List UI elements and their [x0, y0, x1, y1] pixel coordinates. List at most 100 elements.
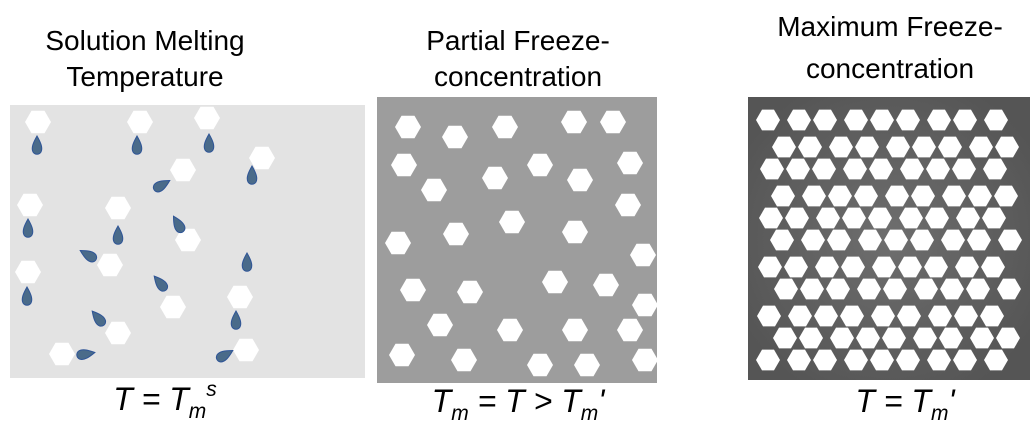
ice-crystal: [927, 349, 951, 371]
formula: Tm = T > Tm': [432, 383, 607, 425]
ice-crystal: [787, 349, 811, 371]
ice-crystal: [421, 178, 447, 202]
ice-crystal: [910, 229, 934, 251]
ice-crystal: [105, 196, 131, 220]
ice-crystal: [844, 109, 868, 131]
solute-droplet: [241, 251, 253, 272]
ice-crystal: [953, 109, 977, 131]
ice-crystal: [160, 295, 186, 319]
ice-crystal: [562, 318, 588, 342]
ice-crystal: [982, 207, 1006, 229]
ice-crystal: [843, 158, 867, 180]
ice-crystal: [913, 327, 937, 349]
ice-crystal: [886, 136, 910, 158]
ice-crystal: [757, 305, 781, 327]
ice-crystal: [900, 158, 924, 180]
ice-crystal: [995, 136, 1019, 158]
ice-crystal: [927, 109, 951, 131]
ice-crystal: [970, 327, 994, 349]
ice-crystal: [953, 349, 977, 371]
ice-crystal: [938, 136, 962, 158]
ice-crystal: [884, 229, 908, 251]
ice-crystal: [829, 136, 853, 158]
ice-crystal: [926, 158, 950, 180]
ice-crystal: [994, 185, 1018, 207]
solute-droplet: [131, 134, 143, 155]
ice-crystal: [828, 185, 852, 207]
ice-crystal: [872, 256, 896, 278]
ice-crystal: [798, 136, 822, 158]
ice-crystal: [858, 229, 882, 251]
ice-crystal: [194, 106, 220, 130]
ice-crystal: [912, 136, 936, 158]
ice-crystal: [784, 256, 808, 278]
ice-crystal: [175, 228, 201, 252]
panel-title: Solution Melting: [45, 25, 244, 56]
ice-crystal: [924, 256, 948, 278]
ice-crystal: [97, 253, 123, 277]
ice-crystal: [759, 207, 783, 229]
panel-title: concentration: [434, 61, 602, 92]
ice-crystal: [497, 318, 523, 342]
crystals: [15, 106, 1022, 377]
ice-crystal: [882, 327, 906, 349]
ice-crystal: [854, 185, 878, 207]
ice-crystal: [984, 349, 1008, 371]
ice-crystal: [855, 136, 879, 158]
ice-crystal: [756, 349, 780, 371]
ice-crystal: [772, 136, 796, 158]
ice-crystal: [127, 110, 153, 134]
ice-crystal: [996, 327, 1020, 349]
ice-crystal: [786, 158, 810, 180]
formula-prime: ': [948, 383, 956, 419]
ice-crystal: [955, 256, 979, 278]
ice-crystal: [105, 321, 131, 345]
ice-crystal: [561, 110, 587, 134]
ice-crystal: [542, 270, 568, 294]
solute-droplet: [172, 215, 186, 234]
solute-droplet: [21, 285, 33, 306]
panel-title: Partial Freeze-: [426, 25, 610, 56]
formula-subscript: m: [581, 402, 599, 425]
solute-droplet: [246, 164, 258, 185]
formula: T = Tm': [855, 383, 956, 425]
ice-crystal: [770, 229, 794, 251]
solute-droplet: [215, 349, 234, 363]
ice-crystal: [499, 210, 525, 234]
solute-droplet: [76, 349, 96, 360]
ice-crystal: [896, 349, 920, 371]
solute-droplet: [112, 224, 124, 245]
ice-crystal: [983, 158, 1007, 180]
solute-droplet: [79, 249, 98, 263]
panel-title: concentration: [806, 53, 974, 84]
ice-crystal: [15, 260, 41, 284]
ice-crystal: [756, 109, 780, 131]
ice-crystal: [800, 278, 824, 300]
ice-crystal: [844, 349, 868, 371]
ice-crystal: [567, 168, 593, 192]
ice-crystal: [856, 327, 880, 349]
ice-crystal: [967, 229, 991, 251]
ice-crystal: [925, 207, 949, 229]
ice-crystal: [758, 256, 782, 278]
ice-crystal: [233, 338, 259, 362]
ice-crystal: [593, 273, 619, 297]
ice-crystal: [816, 207, 840, 229]
ice-crystal: [442, 125, 468, 149]
ice-crystal: [773, 327, 797, 349]
ice-crystal: [815, 256, 839, 278]
ice-crystal: [998, 229, 1022, 251]
ice-crystal: [868, 207, 892, 229]
ice-crystal: [842, 207, 866, 229]
formula-prime: ': [598, 383, 606, 419]
ice-crystal: [914, 278, 938, 300]
ice-crystal: [482, 166, 508, 190]
ice-crystal: [630, 243, 656, 267]
ice-crystal: [898, 256, 922, 278]
ice-crystal: [869, 158, 893, 180]
ice-crystal: [227, 285, 253, 309]
solute-droplet: [230, 309, 242, 330]
ice-crystal: [17, 193, 43, 217]
ice-crystal: [871, 305, 895, 327]
formula-subscript: m: [931, 402, 949, 425]
